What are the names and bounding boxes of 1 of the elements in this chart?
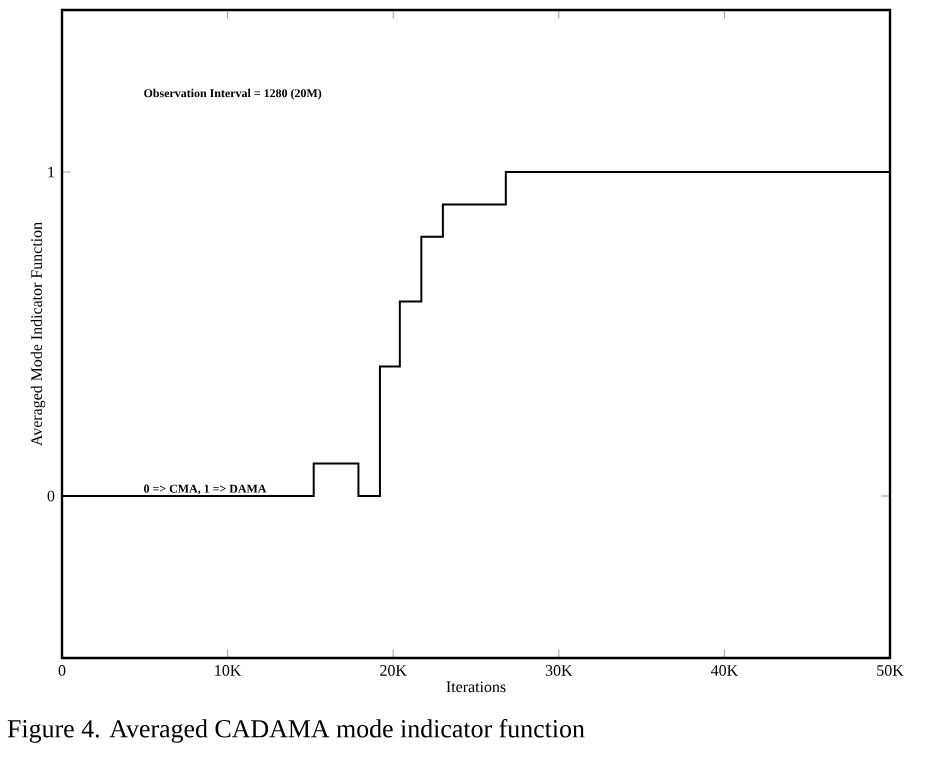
- caption: Figure 4. Averaged CADAMA mode indicator function: [7, 719, 585, 743]
